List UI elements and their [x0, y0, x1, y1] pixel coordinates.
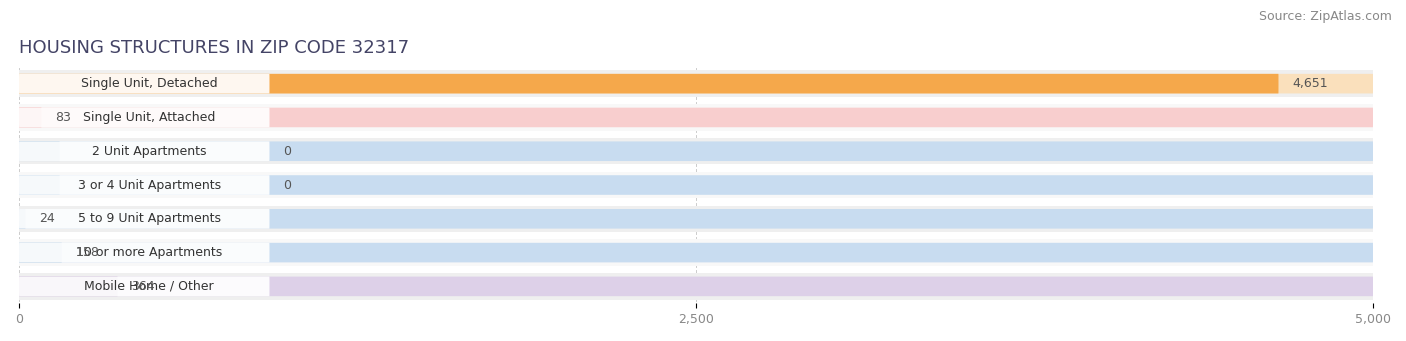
- Text: Mobile Home / Other: Mobile Home / Other: [84, 280, 214, 293]
- FancyBboxPatch shape: [20, 243, 270, 262]
- FancyBboxPatch shape: [20, 108, 41, 127]
- Text: Source: ZipAtlas.com: Source: ZipAtlas.com: [1258, 10, 1392, 23]
- FancyBboxPatch shape: [20, 74, 270, 93]
- Text: 158: 158: [76, 246, 100, 259]
- FancyBboxPatch shape: [20, 74, 1278, 93]
- Text: Single Unit, Attached: Single Unit, Attached: [83, 111, 215, 124]
- FancyBboxPatch shape: [20, 277, 1374, 296]
- FancyBboxPatch shape: [20, 108, 1374, 127]
- FancyBboxPatch shape: [20, 175, 270, 195]
- FancyBboxPatch shape: [20, 172, 1374, 198]
- FancyBboxPatch shape: [20, 142, 1374, 161]
- FancyBboxPatch shape: [20, 142, 59, 161]
- FancyBboxPatch shape: [20, 209, 25, 228]
- Text: HOUSING STRUCTURES IN ZIP CODE 32317: HOUSING STRUCTURES IN ZIP CODE 32317: [20, 39, 409, 57]
- Text: 0: 0: [283, 179, 291, 192]
- FancyBboxPatch shape: [20, 277, 270, 296]
- FancyBboxPatch shape: [20, 277, 118, 296]
- FancyBboxPatch shape: [20, 175, 59, 195]
- FancyBboxPatch shape: [20, 209, 1374, 228]
- FancyBboxPatch shape: [20, 209, 270, 228]
- FancyBboxPatch shape: [20, 239, 1374, 266]
- FancyBboxPatch shape: [20, 175, 1374, 195]
- Text: 3 or 4 Unit Apartments: 3 or 4 Unit Apartments: [77, 179, 221, 192]
- Text: 364: 364: [131, 280, 155, 293]
- FancyBboxPatch shape: [20, 273, 1374, 299]
- FancyBboxPatch shape: [20, 243, 1374, 262]
- FancyBboxPatch shape: [20, 138, 1374, 164]
- FancyBboxPatch shape: [20, 71, 1374, 97]
- Text: Single Unit, Detached: Single Unit, Detached: [82, 77, 218, 90]
- FancyBboxPatch shape: [20, 243, 62, 262]
- FancyBboxPatch shape: [20, 206, 1374, 232]
- FancyBboxPatch shape: [20, 142, 270, 161]
- Text: 2 Unit Apartments: 2 Unit Apartments: [91, 145, 207, 158]
- Text: 5 to 9 Unit Apartments: 5 to 9 Unit Apartments: [77, 212, 221, 225]
- FancyBboxPatch shape: [20, 108, 270, 127]
- Text: 10 or more Apartments: 10 or more Apartments: [76, 246, 222, 259]
- Text: 0: 0: [283, 145, 291, 158]
- Text: 4,651: 4,651: [1292, 77, 1327, 90]
- FancyBboxPatch shape: [20, 74, 1374, 93]
- FancyBboxPatch shape: [20, 104, 1374, 131]
- Text: 83: 83: [55, 111, 70, 124]
- Text: 24: 24: [39, 212, 55, 225]
